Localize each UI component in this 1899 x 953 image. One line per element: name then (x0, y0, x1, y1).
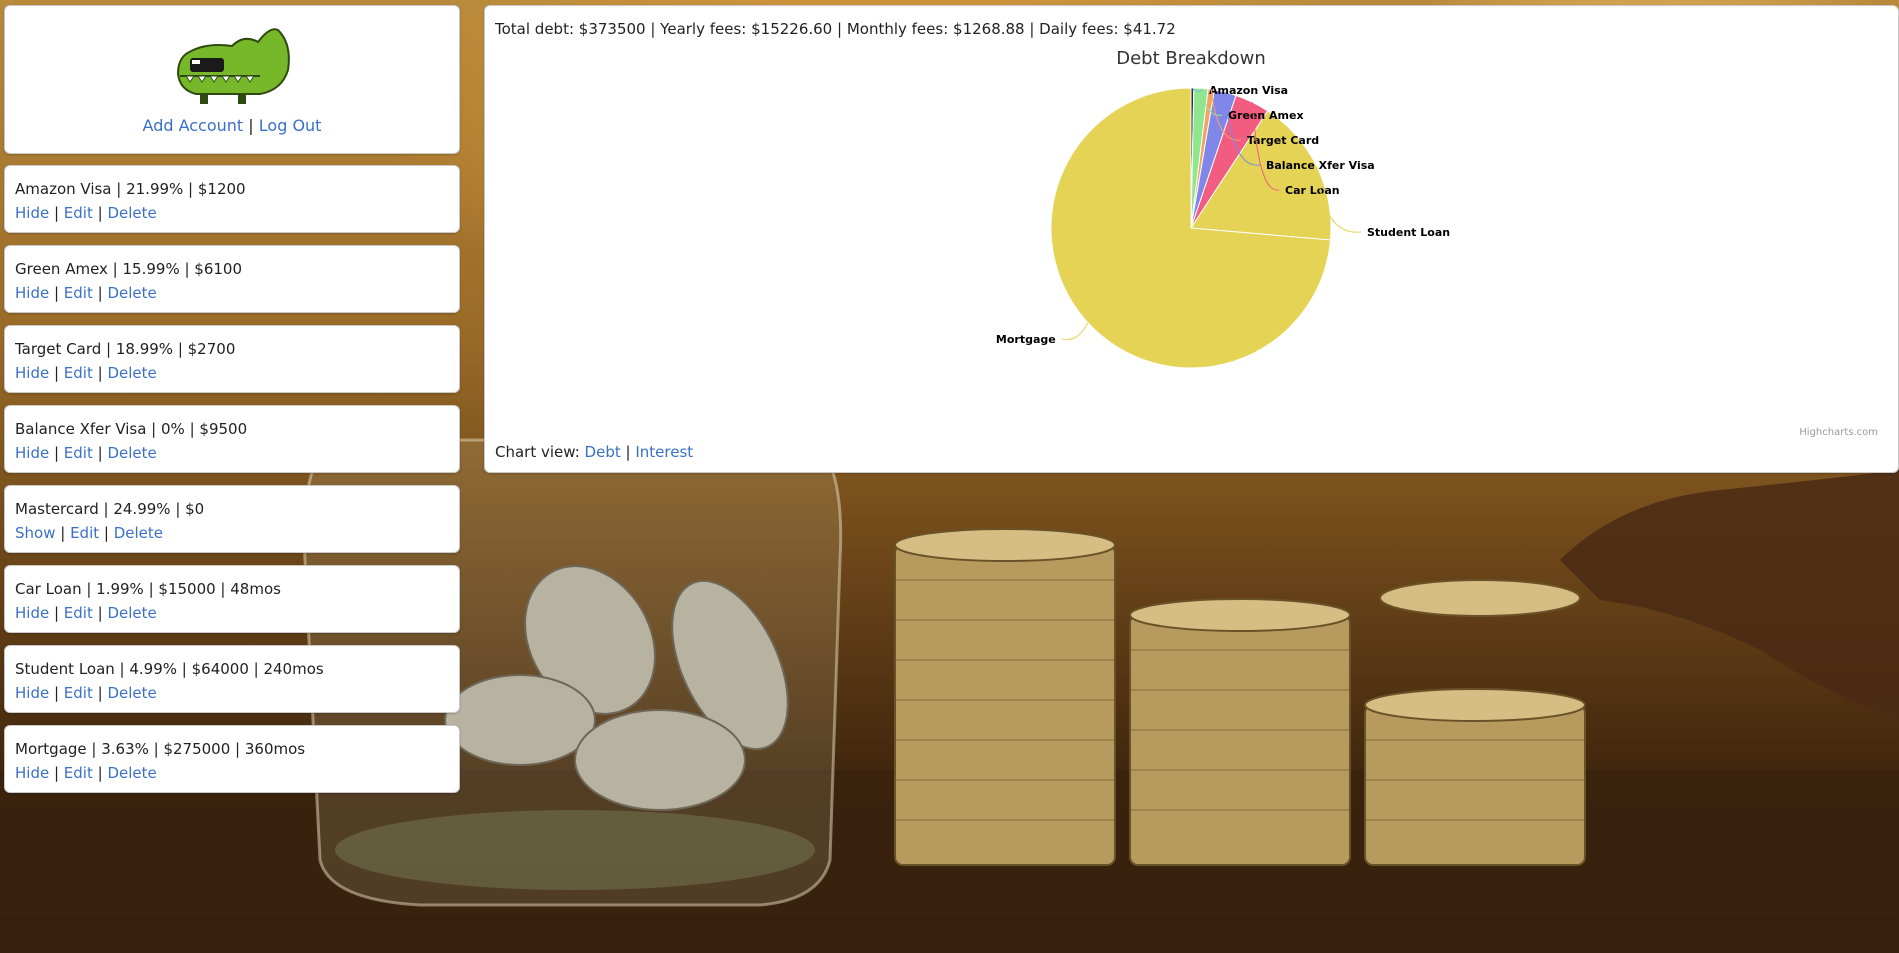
account-card: Mortgage | 3.63% | $275000 | 360mos Hide… (4, 725, 460, 793)
edit-link[interactable]: Edit (63, 604, 93, 622)
label-connector (1316, 166, 1362, 233)
delete-link[interactable]: Delete (107, 284, 157, 302)
pie-label: Target Card (1247, 134, 1319, 147)
account-summary: Balance Xfer Visa | 0% | $9500 (15, 420, 248, 438)
debt-pie-chart: Debt Breakdown Amazon Visa Green Amex Targ… (996, 48, 1450, 369)
edit-link[interactable]: Edit (63, 444, 93, 462)
label-connector (1192, 87, 1204, 93)
pie-label: Car Loan (1285, 184, 1340, 197)
delete-link[interactable]: Delete (107, 764, 157, 782)
show-link[interactable]: Show (15, 524, 56, 542)
hide-link[interactable]: Hide (15, 684, 50, 702)
pie-slice-student-loan[interactable] (1190, 110, 1332, 241)
pie-label: Amazon Visa (1209, 84, 1288, 97)
account-summary: Mastercard | 24.99% | $0 (15, 500, 205, 518)
hide-link[interactable]: Hide (15, 204, 50, 222)
account-card: Target Card | 18.99% | $2700 Hide | Edit… (4, 325, 460, 393)
label-connector (1061, 322, 1089, 341)
hide-link[interactable]: Hide (15, 604, 50, 622)
account-summary: Car Loan | 1.99% | $15000 | 48mos (15, 580, 281, 598)
chart-view-switch: Chart view: Debt | Interest (495, 443, 693, 461)
account-summary: Green Amex | 15.99% | $6100 (15, 260, 242, 278)
account-summary: Target Card | 18.99% | $2700 (15, 340, 236, 358)
interest-view-link[interactable]: Interest (635, 443, 694, 461)
account-card: Balance Xfer Visa | 0% | $9500 Hide | Ed… (4, 405, 460, 473)
account-summary: Amazon Visa | 21.99% | $1200 (15, 180, 246, 198)
account-card: Car Loan | 1.99% | $15000 | 48mos Hide |… (4, 565, 460, 633)
account-card: Green Amex | 15.99% | $6100 Hide | Edit … (4, 245, 460, 313)
account-summary: Mortgage | 3.63% | $275000 | 360mos (15, 740, 306, 758)
label-connector (1224, 92, 1261, 166)
debt-summary: Total debt: $373500 | Yearly fees: $1522… (495, 20, 1176, 38)
edit-link[interactable]: Edit (63, 684, 93, 702)
edit-link[interactable]: Edit (63, 364, 93, 382)
edit-link[interactable]: Edit (63, 204, 93, 222)
debt-view-link[interactable]: Debt (584, 443, 621, 461)
hide-link[interactable]: Hide (15, 444, 50, 462)
highcharts-credits[interactable]: Highcharts.com (1799, 427, 1878, 438)
separator: | (625, 443, 631, 461)
chart-title: Debt Breakdown (1116, 48, 1266, 69)
log-out-link[interactable]: Log Out (258, 116, 322, 135)
account-summary: Student Loan | 4.99% | $64000 | 240mos (15, 660, 324, 678)
header-links: Add Account | Log Out (5, 116, 459, 135)
hide-link[interactable]: Hide (15, 364, 50, 382)
chart-view-label: Chart view: (495, 443, 580, 461)
delete-link[interactable]: Delete (107, 684, 157, 702)
header-card: Add Account | Log Out (4, 5, 460, 154)
pie-label: Green Amex (1228, 109, 1304, 122)
label-connector (1251, 102, 1280, 191)
pie-label: Mortgage (996, 333, 1056, 346)
hide-link[interactable]: Hide (15, 764, 50, 782)
pie-label: Student Loan (1367, 226, 1450, 239)
account-card: Amazon Visa | 21.99% | $1200 Hide | Edit… (4, 165, 460, 233)
edit-link[interactable]: Edit (63, 764, 93, 782)
delete-link[interactable]: Delete (107, 604, 157, 622)
delete-link[interactable]: Delete (107, 204, 157, 222)
separator: | (248, 116, 254, 135)
label-connector (1210, 89, 1242, 141)
edit-link[interactable]: Edit (63, 284, 93, 302)
account-card: Student Loan | 4.99% | $64000 | 240mos H… (4, 645, 460, 713)
chart-card: Total debt: $373500 | Yearly fees: $1522… (484, 5, 1899, 473)
crocodile-icon (176, 28, 290, 104)
delete-link[interactable]: Delete (107, 444, 157, 462)
label-connector (1200, 88, 1223, 116)
hide-link[interactable]: Hide (15, 284, 50, 302)
delete-link[interactable]: Delete (107, 364, 157, 382)
delete-link[interactable]: Delete (113, 524, 164, 542)
add-account-link[interactable]: Add Account (142, 116, 244, 135)
pie-label: Balance Xfer Visa (1266, 159, 1375, 172)
account-card: Mastercard | 24.99% | $0 Show | Edit | D… (4, 485, 460, 553)
edit-link[interactable]: Edit (70, 524, 100, 542)
